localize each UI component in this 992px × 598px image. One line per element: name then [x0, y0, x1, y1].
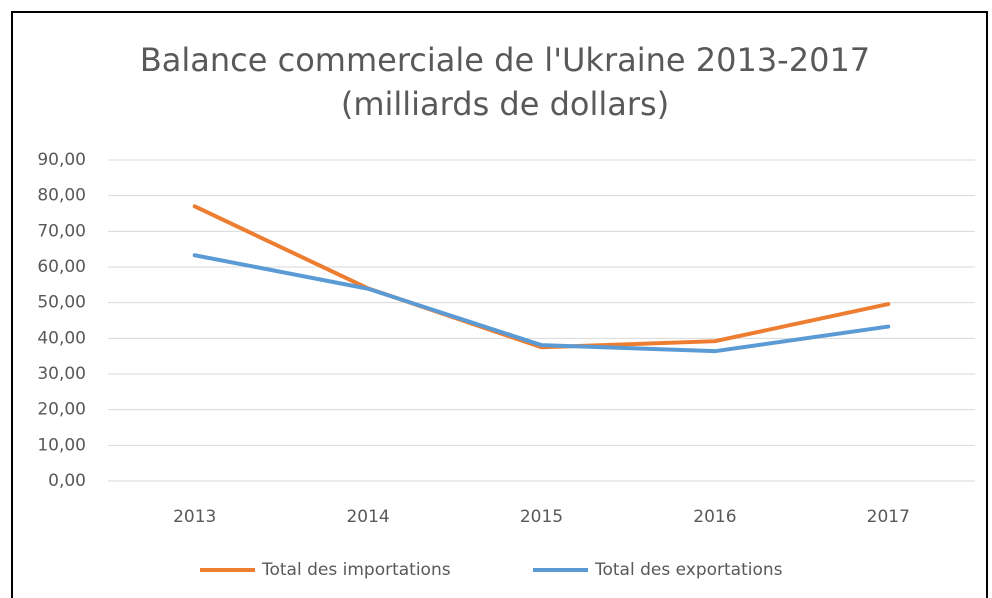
y-tick-label: 80,00 — [37, 186, 86, 206]
legend-label: Total des exportations — [594, 560, 783, 580]
legend-label: Total des importations — [261, 560, 451, 580]
y-tick-label: 20,00 — [37, 400, 86, 420]
x-tick-label: 2017 — [867, 507, 910, 527]
series-line — [192, 253, 891, 354]
y-tick-label: 10,00 — [37, 435, 86, 455]
chart-border — [11, 11, 988, 598]
y-tick-label: 30,00 — [37, 364, 86, 384]
x-tick-label: 2016 — [693, 507, 736, 527]
chart-title: Balance commerciale de l'Ukraine 2013-20… — [140, 41, 870, 79]
x-tick-label: 2014 — [346, 507, 389, 527]
y-tick-label: 70,00 — [37, 221, 86, 241]
y-tick-label: 0,00 — [48, 471, 86, 491]
series-line — [192, 204, 891, 350]
x-tick-label: 2015 — [520, 507, 563, 527]
y-tick-label: 90,00 — [37, 150, 86, 170]
y-tick-label: 40,00 — [37, 328, 86, 348]
chart-subtitle: (milliards de dollars) — [341, 85, 669, 123]
y-tick-label: 60,00 — [37, 257, 86, 277]
y-tick-label: 50,00 — [37, 293, 86, 313]
x-tick-label: 2013 — [173, 507, 216, 527]
